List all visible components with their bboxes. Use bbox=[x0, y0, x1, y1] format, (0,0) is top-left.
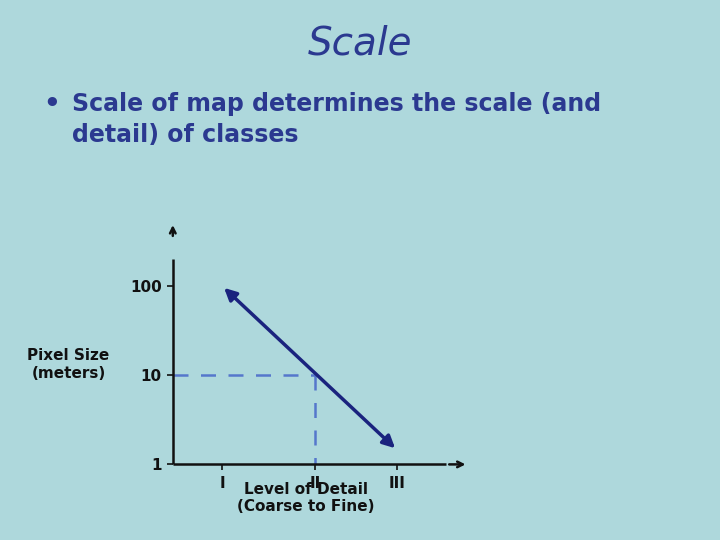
Text: •: • bbox=[43, 92, 60, 118]
Text: Pixel Size
(meters): Pixel Size (meters) bbox=[27, 348, 109, 381]
Text: Scale: Scale bbox=[307, 24, 413, 62]
Text: Level of Detail
(Coarse to Fine): Level of Detail (Coarse to Fine) bbox=[238, 482, 374, 514]
Text: Scale of map determines the scale (and
detail) of classes: Scale of map determines the scale (and d… bbox=[72, 92, 601, 147]
